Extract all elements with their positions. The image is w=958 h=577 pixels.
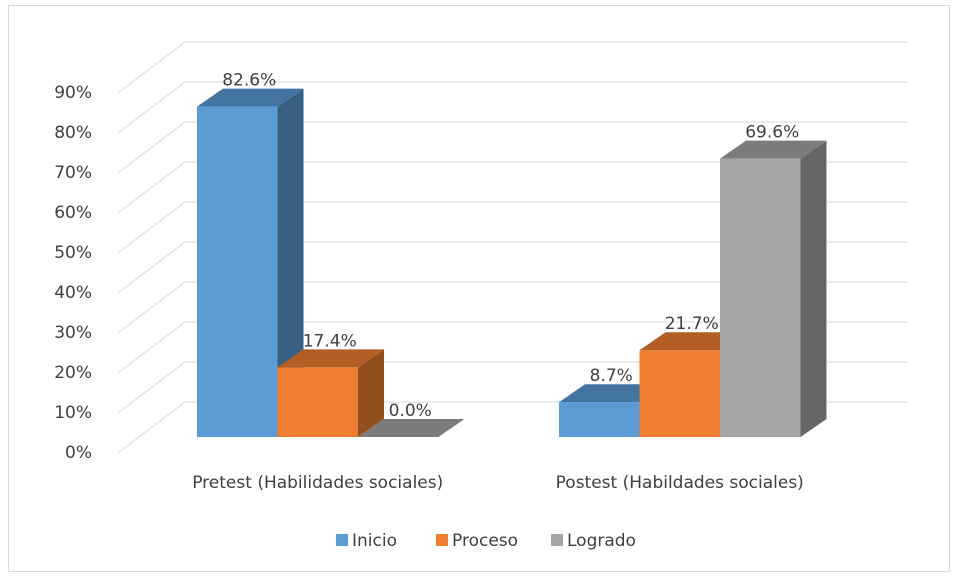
y-tick-label: 60%	[54, 203, 92, 223]
y-tick-label: 10%	[54, 403, 92, 423]
grid-line	[117, 241, 186, 294]
grid-line	[117, 401, 186, 454]
y-tick-label: 70%	[54, 163, 92, 183]
data-label: 21.7%	[665, 314, 719, 334]
data-label: 17.4%	[303, 331, 357, 351]
data-label: 8.7%	[590, 366, 633, 386]
y-tick-label: 0%	[65, 443, 92, 463]
bar	[559, 402, 640, 437]
legend-label: Proceso	[452, 531, 518, 551]
legend-swatch	[436, 534, 448, 546]
x-tick-label: Postest (Habildades sociales)	[556, 473, 804, 493]
bar-top	[720, 140, 827, 159]
grid-line	[117, 201, 186, 254]
legend-swatch	[336, 534, 348, 546]
data-label: 0.0%	[389, 401, 432, 421]
bar	[639, 350, 720, 437]
legend-label: Inicio	[352, 531, 397, 551]
y-tick-label: 90%	[54, 83, 92, 103]
x-tick-label: Pretest (Habilidades sociales)	[192, 473, 443, 493]
y-tick-label: 40%	[54, 283, 92, 303]
bar-top	[559, 384, 666, 403]
bar-top	[277, 349, 384, 368]
bar-side	[277, 88, 304, 437]
bar-side	[800, 140, 827, 437]
grid-line	[117, 81, 186, 134]
legend-swatch	[551, 534, 563, 546]
grid-line	[117, 161, 186, 214]
y-tick-label: 50%	[54, 243, 92, 263]
bar-top	[197, 88, 304, 107]
grid-line	[117, 321, 186, 374]
bar-side	[358, 349, 384, 437]
y-tick-label: 30%	[54, 323, 92, 343]
legend-label: Logrado	[567, 531, 636, 551]
grid-line	[117, 41, 186, 94]
bar	[197, 106, 278, 437]
grid-line	[117, 361, 186, 414]
y-tick-label: 20%	[54, 363, 92, 383]
y-tick-label: 80%	[54, 123, 92, 143]
data-label: 82.6%	[222, 71, 276, 91]
grid-line	[117, 281, 186, 334]
data-label: 69.6%	[745, 123, 799, 143]
bar-top	[639, 332, 746, 351]
grid-line	[117, 121, 186, 174]
bar-top	[358, 419, 465, 437]
bar	[277, 367, 358, 437]
bar	[720, 158, 801, 437]
